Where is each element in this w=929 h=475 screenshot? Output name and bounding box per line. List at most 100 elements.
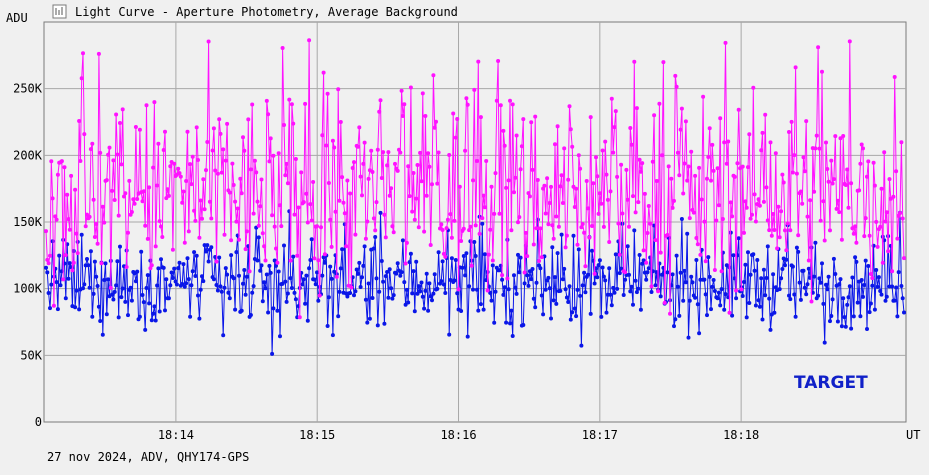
series-target-point bbox=[116, 315, 121, 320]
series-comparison-point bbox=[258, 204, 263, 209]
series-comparison-point bbox=[293, 157, 298, 161]
series-target-point bbox=[260, 299, 265, 304]
series-target-point bbox=[579, 343, 584, 348]
series-comparison-point bbox=[777, 235, 782, 240]
series-comparison-point bbox=[623, 270, 628, 275]
series-target-point bbox=[256, 235, 261, 240]
series-target-point bbox=[724, 263, 729, 268]
series-comparison-point bbox=[325, 91, 330, 96]
series-target-point bbox=[166, 296, 171, 301]
series-target-point bbox=[395, 261, 400, 266]
series-target-point bbox=[763, 293, 768, 298]
series-target-point bbox=[181, 262, 186, 267]
series-comparison-point bbox=[880, 260, 885, 265]
series-comparison-point bbox=[551, 236, 556, 241]
series-target-point bbox=[780, 267, 785, 271]
series-target-point bbox=[467, 284, 472, 289]
series-comparison-point bbox=[871, 160, 876, 165]
series-target-point bbox=[303, 301, 308, 306]
series-comparison-point bbox=[443, 254, 448, 259]
series-comparison-point bbox=[646, 204, 651, 208]
series-comparison-point bbox=[879, 186, 884, 191]
series-target-point bbox=[509, 308, 514, 313]
series-target-point bbox=[846, 295, 851, 300]
series-comparison-point bbox=[194, 125, 199, 130]
series-comparison-point bbox=[875, 244, 880, 249]
series-comparison-point bbox=[181, 189, 186, 194]
series-target-point bbox=[842, 315, 847, 320]
series-comparison-point bbox=[501, 128, 506, 133]
series-comparison-point bbox=[813, 146, 818, 151]
series-comparison-point bbox=[887, 177, 892, 182]
series-comparison-point bbox=[858, 161, 863, 166]
series-comparison-point bbox=[119, 162, 124, 167]
series-target-point bbox=[719, 287, 724, 292]
series-comparison-point bbox=[539, 255, 544, 260]
series-comparison-point bbox=[698, 252, 703, 257]
series-comparison-point bbox=[866, 159, 871, 164]
series-comparison-point bbox=[497, 211, 502, 216]
series-comparison-point bbox=[324, 143, 329, 148]
series-target-point bbox=[522, 281, 527, 286]
series-target-point bbox=[625, 244, 630, 249]
series-target-point bbox=[543, 287, 548, 292]
series-target-point bbox=[431, 291, 436, 296]
series-comparison-point bbox=[870, 276, 875, 281]
series-comparison-point bbox=[634, 106, 639, 111]
series-comparison-point bbox=[820, 69, 824, 74]
series-target-point bbox=[156, 266, 161, 271]
series-target-point bbox=[258, 268, 263, 273]
series-target-point bbox=[744, 315, 749, 320]
series-target-point bbox=[870, 283, 875, 288]
series-comparison-point bbox=[482, 205, 487, 210]
series-target-point bbox=[215, 288, 220, 293]
series-target-point bbox=[385, 270, 390, 274]
series-comparison-point bbox=[839, 237, 844, 242]
series-comparison-point bbox=[287, 97, 292, 102]
series-target-point bbox=[436, 250, 441, 255]
series-target-point bbox=[879, 292, 884, 297]
series-comparison-point bbox=[637, 157, 642, 162]
series-comparison-point bbox=[304, 191, 309, 196]
series-target-point bbox=[239, 308, 244, 313]
series-target-point bbox=[694, 258, 699, 262]
series-target-point bbox=[300, 282, 305, 287]
series-target-point bbox=[115, 259, 120, 264]
series-target-point bbox=[371, 246, 376, 251]
series-comparison-point bbox=[843, 183, 848, 187]
x-tick-label: 18:16 bbox=[440, 428, 476, 442]
series-comparison-point bbox=[342, 211, 347, 216]
series-target-point bbox=[828, 319, 832, 324]
series-target-point bbox=[90, 314, 95, 319]
series-comparison-point bbox=[841, 134, 846, 138]
series-target-point bbox=[489, 298, 494, 303]
series-comparison-point bbox=[619, 162, 624, 167]
series-target-point bbox=[278, 334, 282, 339]
series-comparison-point bbox=[464, 96, 469, 101]
series-target-point bbox=[412, 309, 417, 314]
series-comparison-point bbox=[849, 181, 854, 186]
series-comparison-point bbox=[444, 226, 449, 231]
series-target-point bbox=[394, 271, 399, 276]
series-target-point bbox=[95, 284, 100, 288]
series-comparison-point bbox=[472, 87, 477, 92]
series-comparison-point bbox=[445, 217, 450, 222]
series-target-point bbox=[874, 268, 879, 272]
series-target-point bbox=[850, 275, 855, 280]
series-target-point bbox=[328, 264, 333, 269]
series-target-point bbox=[81, 286, 85, 291]
series-comparison-point bbox=[434, 119, 438, 124]
series-comparison-point bbox=[798, 189, 803, 194]
series-target-point bbox=[806, 266, 811, 271]
series-target-point bbox=[525, 273, 530, 278]
series-target-point bbox=[48, 306, 52, 311]
series-target-point bbox=[824, 282, 828, 287]
series-target-point bbox=[502, 285, 507, 290]
light-curve-icon[interactable] bbox=[52, 4, 67, 19]
series-target-point bbox=[180, 282, 185, 286]
series-comparison-point bbox=[126, 230, 130, 235]
series-target-point bbox=[67, 261, 72, 266]
series-target-point bbox=[330, 333, 335, 338]
series-target-point bbox=[863, 258, 868, 263]
series-target-point bbox=[283, 279, 288, 284]
